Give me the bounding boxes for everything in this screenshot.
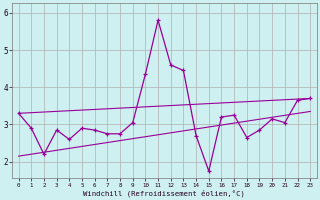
X-axis label: Windchill (Refroidissement éolien,°C): Windchill (Refroidissement éolien,°C) bbox=[84, 189, 245, 197]
